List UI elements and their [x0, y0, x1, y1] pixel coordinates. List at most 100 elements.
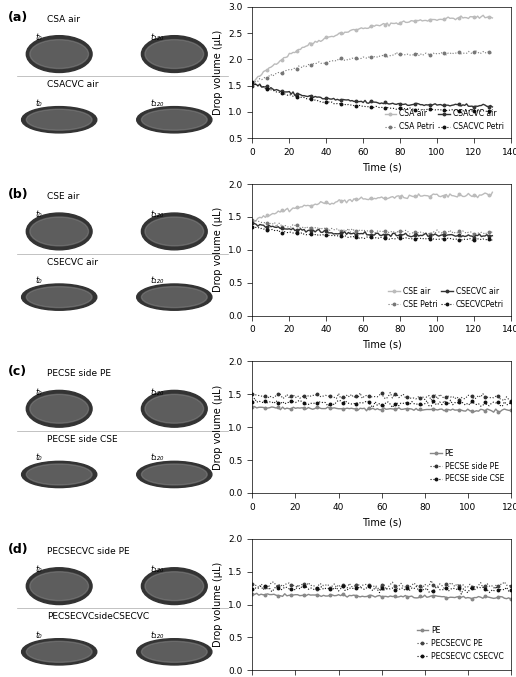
CSE air — [251, 217, 257, 225]
CSACVC air — [249, 81, 255, 89]
Y-axis label: Drop volume (μL): Drop volume (μL) — [213, 207, 223, 292]
Text: t₀: t₀ — [36, 211, 42, 219]
Line: CSA Petri: CSA Petri — [251, 49, 494, 84]
CSACVC air — [434, 101, 440, 109]
Ellipse shape — [141, 109, 207, 130]
CSACVC air — [340, 95, 346, 104]
Ellipse shape — [141, 641, 207, 662]
PE — [424, 406, 430, 414]
Text: CSA air: CSA air — [47, 15, 80, 24]
CSE Petri — [427, 230, 433, 238]
PECSE side PE — [493, 392, 499, 400]
CSECVCPetri — [386, 235, 392, 243]
PECSE side PE — [310, 391, 316, 399]
PECSECVC CSECVC — [310, 584, 316, 592]
PE — [508, 595, 514, 603]
CSE air — [261, 212, 267, 220]
Text: (a): (a) — [8, 11, 28, 24]
Ellipse shape — [141, 286, 207, 307]
PECSECVC CSECVC — [413, 582, 419, 590]
CSE air — [294, 203, 300, 211]
PECSE side PE — [359, 395, 365, 403]
CSE air — [438, 192, 444, 200]
PECSECVC PE — [426, 582, 432, 590]
Line: PECSE side PE: PECSE side PE — [251, 391, 512, 402]
CSA air — [249, 79, 255, 87]
CSECVC air — [386, 231, 392, 239]
Ellipse shape — [30, 571, 89, 600]
CSACVC air — [471, 104, 477, 112]
CSE air — [249, 217, 255, 225]
PECSECVC CSECVC — [275, 584, 281, 592]
PECSE side PE — [426, 391, 432, 399]
PECSECVC PE — [428, 576, 434, 584]
CSECVC air — [436, 232, 442, 240]
Text: t₁₂₀: t₁₂₀ — [151, 631, 164, 640]
PECSECVC PE — [495, 582, 501, 590]
Text: t₁₂₀: t₁₂₀ — [151, 33, 164, 42]
CSACVC air — [373, 98, 379, 106]
CSA air — [480, 12, 486, 20]
CSECVC air — [427, 232, 433, 240]
Ellipse shape — [137, 106, 212, 133]
CSE air — [489, 188, 495, 196]
Text: PECSE side CSE: PECSE side CSE — [47, 435, 118, 444]
CSE Petri — [249, 216, 255, 224]
Ellipse shape — [30, 40, 89, 68]
Line: PECSE side CSE: PECSE side CSE — [251, 397, 512, 409]
PE — [312, 591, 318, 599]
Ellipse shape — [26, 568, 92, 605]
Line: PECSECVC CSECVC: PECSECVC CSECVC — [251, 584, 512, 595]
Ellipse shape — [30, 394, 89, 423]
Text: CSACVC air: CSACVC air — [47, 81, 99, 89]
CSA Petri — [489, 48, 495, 56]
Text: t₀: t₀ — [36, 276, 42, 285]
PECSECVC CSECVC — [426, 588, 432, 596]
CSA air — [259, 70, 265, 79]
CSECVCPetri — [399, 235, 405, 243]
CSACVC air — [273, 85, 280, 93]
PE — [426, 593, 432, 601]
Ellipse shape — [26, 391, 92, 427]
CSECVCPetri — [259, 224, 265, 232]
Text: CSECVC air: CSECVC air — [47, 258, 99, 267]
PE — [249, 402, 255, 410]
Legend: CSE air, CSE Petri, CSECVC air, CSECVCPetri: CSE air, CSE Petri, CSECVC air, CSECVCPe… — [385, 284, 507, 311]
CSACVC Petri — [249, 78, 255, 86]
PECSECVC PE — [249, 580, 255, 588]
PECSE side CSE — [508, 398, 514, 406]
CSACVC Petri — [292, 91, 298, 100]
CSE Petri — [259, 219, 265, 227]
CSA air — [436, 16, 442, 24]
PECSE side PE — [508, 397, 514, 406]
CSECVCPetri — [292, 230, 298, 238]
Ellipse shape — [26, 286, 92, 307]
PE — [413, 594, 419, 602]
CSACVC Petri — [259, 83, 265, 91]
Ellipse shape — [30, 217, 89, 246]
Line: CSECVC air: CSECVC air — [251, 221, 494, 239]
Ellipse shape — [22, 638, 97, 665]
Text: PECSECVC side PE: PECSECVC side PE — [47, 547, 130, 556]
Text: t₁₂₀: t₁₂₀ — [151, 454, 164, 462]
CSE air — [428, 192, 434, 200]
CSA Petri — [345, 55, 351, 63]
Text: t₀: t₀ — [36, 631, 42, 640]
Ellipse shape — [145, 40, 204, 68]
Ellipse shape — [137, 461, 212, 487]
Text: t₁₂₀: t₁₂₀ — [151, 276, 164, 285]
Line: CSE air: CSE air — [251, 191, 494, 223]
Ellipse shape — [141, 391, 207, 427]
Ellipse shape — [141, 464, 207, 485]
PE — [491, 408, 497, 416]
Ellipse shape — [145, 217, 204, 246]
PECSECVC CSECVC — [340, 582, 346, 590]
PE — [359, 405, 365, 413]
PECSECVC PE — [275, 582, 281, 590]
Ellipse shape — [26, 641, 92, 662]
PECSE side CSE — [312, 399, 318, 407]
Ellipse shape — [22, 106, 97, 133]
Text: (c): (c) — [8, 366, 27, 378]
PECSECVC PE — [413, 581, 419, 589]
CSA Petri — [434, 49, 440, 58]
